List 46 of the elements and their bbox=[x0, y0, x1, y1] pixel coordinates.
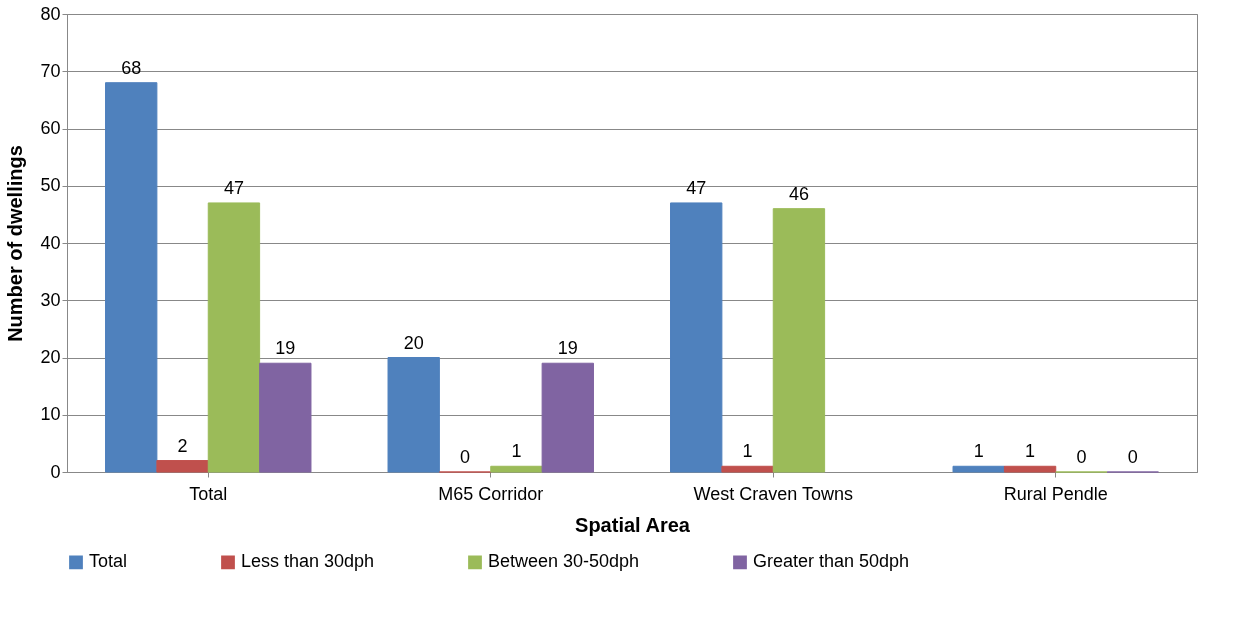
y-tick-label: 70 bbox=[40, 60, 61, 81]
bar bbox=[207, 202, 261, 473]
bar bbox=[156, 460, 209, 473]
y-tick-label: 60 bbox=[40, 118, 61, 138]
data-label: 0 bbox=[1127, 447, 1138, 467]
legend-label: Less than 30dph bbox=[241, 551, 375, 572]
x-tick-label: M65 Corridor bbox=[438, 483, 544, 504]
data-label: 0 bbox=[460, 447, 471, 467]
bar bbox=[772, 208, 826, 473]
bar bbox=[259, 362, 312, 473]
x-axis-title: Spatial Area bbox=[575, 513, 691, 536]
data-label: 1 bbox=[1025, 441, 1036, 462]
data-label: 0 bbox=[1076, 447, 1087, 467]
data-label: 19 bbox=[275, 338, 296, 359]
y-tick-label: 20 bbox=[40, 347, 61, 367]
bar bbox=[541, 362, 594, 473]
bar bbox=[952, 465, 1005, 473]
y-tick-label: 80 bbox=[40, 3, 61, 24]
y-tick-label: 50 bbox=[40, 175, 61, 196]
x-tick-label: Rural Pendle bbox=[1003, 483, 1108, 504]
data-label: 2 bbox=[177, 435, 188, 456]
y-tick-label: 40 bbox=[40, 232, 61, 253]
data-label: 19 bbox=[557, 338, 578, 359]
legend-label: Greater than 50dph bbox=[753, 551, 910, 572]
legend-label: Total bbox=[89, 551, 128, 572]
y-axis-title: Number of dwellings bbox=[4, 145, 27, 342]
data-label: 20 bbox=[403, 332, 424, 353]
data-label: 47 bbox=[686, 177, 707, 198]
bar bbox=[670, 202, 723, 473]
data-label: 1 bbox=[973, 441, 984, 462]
x-tick-label: West Craven Towns bbox=[693, 483, 853, 504]
data-label: 47 bbox=[223, 177, 244, 198]
bar bbox=[1003, 465, 1057, 473]
bar bbox=[105, 82, 158, 473]
bar bbox=[387, 357, 440, 473]
data-label: 68 bbox=[121, 57, 142, 78]
data-label: 1 bbox=[511, 441, 522, 462]
data-label: 1 bbox=[742, 441, 753, 462]
bar bbox=[721, 465, 774, 473]
data-label: 46 bbox=[788, 183, 809, 204]
y-tick-label: 10 bbox=[40, 404, 61, 425]
legend-label: Between 30-50dph bbox=[488, 551, 640, 572]
bar bbox=[490, 465, 543, 473]
y-tick-label: 0 bbox=[50, 461, 61, 482]
y-tick-label: 30 bbox=[40, 289, 61, 310]
x-tick-label: Total bbox=[189, 483, 228, 504]
